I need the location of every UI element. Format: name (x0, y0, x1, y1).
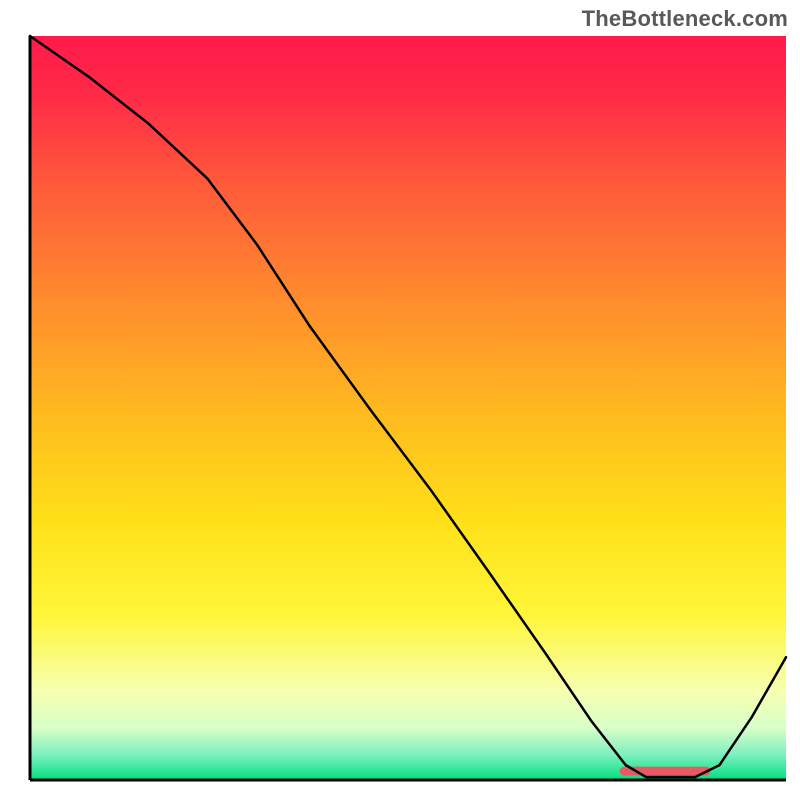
watermark-text: TheBottleneck.com (582, 6, 788, 32)
chart-container: TheBottleneck.com (0, 0, 800, 800)
bottleneck-chart (0, 0, 800, 800)
